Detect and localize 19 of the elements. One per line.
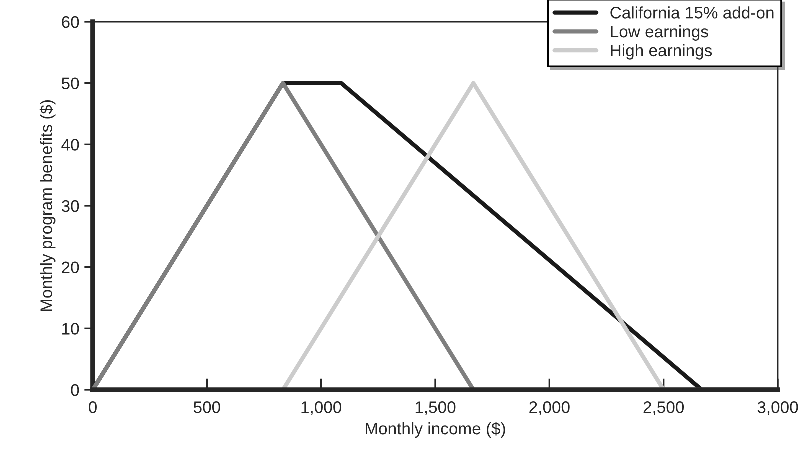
x-tick-label: 1,500 xyxy=(416,402,456,416)
x-tick-label: 0 xyxy=(89,402,97,414)
y-tick-label: 60 xyxy=(62,16,80,28)
y-tick-label: 50 xyxy=(62,78,80,90)
y-axis-title: Monthly program benefits ($) xyxy=(40,100,56,312)
legend-label: High earnings xyxy=(611,44,712,60)
x-tick-label: 1,000 xyxy=(302,402,342,416)
y-tick-label: 30 xyxy=(62,200,80,212)
y-tick-label: 10 xyxy=(62,323,80,335)
x-tick-label: 2,500 xyxy=(644,402,684,416)
x-tick-label: 2,000 xyxy=(530,402,570,416)
legend-label: Low earnings xyxy=(611,25,708,41)
y-tick-label: 20 xyxy=(62,262,80,274)
y-tick-label: 40 xyxy=(62,139,80,151)
legend-label: California 15% add-on xyxy=(610,6,774,19)
x-axis-title: Monthly income ($) xyxy=(366,422,506,438)
y-tick-label: 0 xyxy=(71,384,80,396)
x-tick-label: 3,000 xyxy=(758,402,798,416)
x-tick-label: 500 xyxy=(194,402,220,414)
